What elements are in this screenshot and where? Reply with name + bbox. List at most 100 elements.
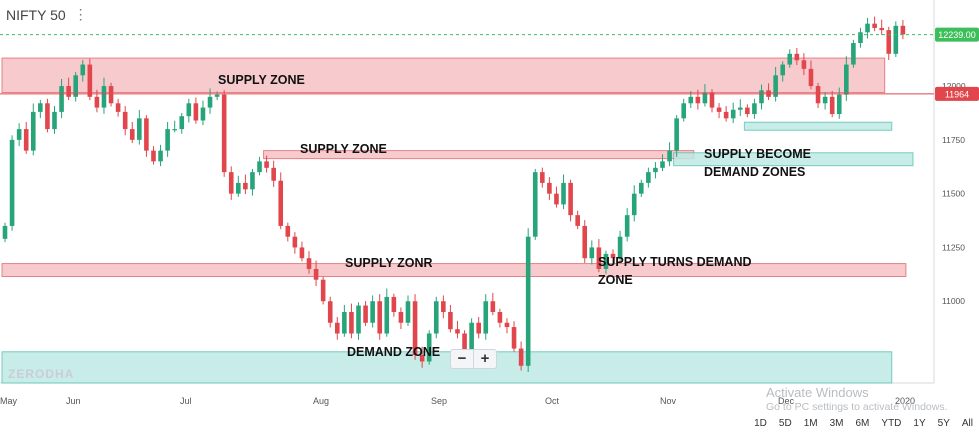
candle-body (271, 167, 276, 181)
candle-body (455, 329, 460, 334)
x-tick-label: May (0, 396, 18, 406)
zone-supply-0 (1, 57, 886, 94)
candle-body (320, 279, 326, 302)
candle-body (836, 94, 842, 115)
candle-body (250, 172, 255, 190)
zone-label: SUPPLY TURNS DEMAND (598, 255, 752, 269)
zone-demand-5 (743, 121, 893, 131)
price-line-tag: 11964 (945, 89, 969, 99)
range-selector: 1D 5D 1M 3M 6M YTD 1Y 5Y All (748, 418, 979, 429)
candle-body (66, 86, 71, 97)
candle-body (865, 23, 870, 33)
candle-body (292, 236, 298, 248)
candle-body (370, 301, 375, 323)
candle-body (313, 268, 319, 280)
candle-body (38, 103, 43, 112)
candle-body (426, 333, 432, 362)
range-1m[interactable]: 1M (803, 418, 818, 429)
candle-body (299, 247, 305, 259)
candle-body (737, 107, 743, 110)
candle-body (377, 301, 383, 334)
candle-body (108, 86, 114, 104)
x-tick-label: Aug (313, 396, 329, 406)
candle-body (356, 305, 361, 334)
zone-demand-3 (1, 351, 893, 384)
candle-body (589, 247, 595, 259)
x-tick-label: Sep (431, 396, 447, 406)
x-tick-label: Nov (660, 396, 677, 406)
candle-body (179, 116, 185, 130)
candle-body (115, 103, 121, 112)
price-line-tag-box (935, 86, 979, 101)
candle-body (773, 75, 778, 97)
candle-body (660, 161, 665, 168)
candle-body (794, 53, 800, 61)
candle-body (702, 92, 708, 104)
candle-body (363, 305, 368, 323)
range-3m[interactable]: 3M (829, 418, 844, 429)
x-tick-label: Oct (545, 396, 560, 406)
candle-body (45, 103, 50, 130)
candle-body (412, 301, 418, 356)
candle-body (122, 111, 128, 130)
candle-body (144, 118, 149, 151)
candle-body (391, 296, 397, 312)
range-6m[interactable]: 6M (855, 418, 870, 429)
windows-activation-watermark: Activate Windows Go to PC settings to ac… (766, 385, 948, 415)
candle-body (752, 103, 757, 115)
zoom-out-button[interactable]: − (457, 350, 467, 367)
last-price-tag: 12239.00 (938, 30, 976, 40)
range-5y[interactable]: 5Y (937, 418, 950, 429)
zone-label: SUPPLY ZONR (345, 256, 433, 270)
candle-body (327, 301, 333, 323)
candle-body (151, 150, 156, 162)
zone-supply-2 (1, 263, 907, 277)
activate-subtitle: Go to PC settings to activate Windows. (766, 401, 948, 413)
zerodha-logo: ZERODHA (8, 367, 75, 381)
range-1d[interactable]: 1D (754, 418, 767, 429)
range-1y[interactable]: 1Y (913, 418, 926, 429)
candle-body (349, 311, 354, 334)
candle-body (674, 118, 679, 151)
candle-body (483, 301, 489, 334)
x-tick-label: Jul (180, 396, 192, 406)
candle-body (787, 53, 793, 65)
candle-body (243, 182, 248, 190)
zone-demand-4 (673, 152, 914, 167)
chart-header: NIFTY 50 ⋮ (6, 6, 88, 23)
kebab-vertical-icon[interactable]: ⋮ (73, 6, 88, 22)
candle-body (433, 301, 439, 334)
range-all[interactable]: All (961, 418, 973, 429)
candle-body (518, 348, 524, 366)
candle-body (829, 96, 835, 115)
range-ytd[interactable]: YTD (881, 418, 902, 429)
candle-body (893, 25, 899, 54)
candle-body (285, 225, 291, 237)
candle-body (554, 193, 559, 205)
candle-body (801, 60, 807, 69)
candle-body (568, 182, 573, 216)
candle-body (851, 43, 856, 65)
candle-body (646, 172, 651, 183)
range-5d[interactable]: 5D (778, 418, 792, 429)
candle-body (490, 301, 496, 312)
candle-body (872, 23, 877, 28)
zone-label: SUPPLY ZONE (218, 73, 305, 87)
candle-body (52, 111, 57, 130)
zoom-in-button[interactable]: + (473, 350, 496, 368)
candle-body (688, 96, 694, 104)
candle-body (101, 86, 107, 108)
x-tick-label: Dec (778, 396, 795, 406)
candle-body (624, 215, 630, 237)
instrument-title: NIFTY 50 (6, 6, 66, 23)
candle-body (858, 32, 863, 44)
candle-body (200, 107, 206, 121)
candle-body (723, 111, 729, 119)
candle-body (207, 96, 213, 108)
x-tick-label: Jun (66, 396, 81, 406)
candle-body (730, 109, 736, 119)
candle-body (844, 64, 849, 95)
candle-body (398, 311, 404, 323)
